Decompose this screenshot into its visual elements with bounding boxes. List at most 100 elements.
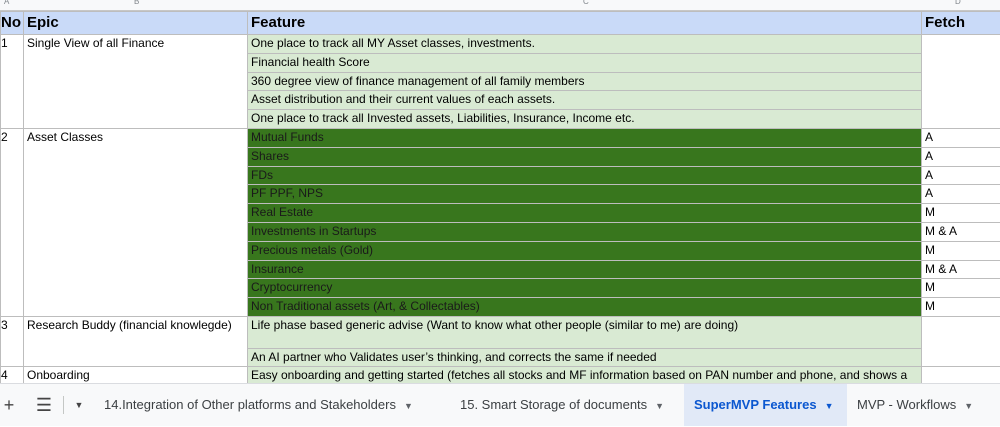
epic-cell[interactable] bbox=[24, 279, 248, 298]
chevron-down-icon[interactable]: ▼ bbox=[964, 401, 973, 411]
row-number-cell[interactable] bbox=[1, 241, 24, 260]
epic-cell[interactable] bbox=[24, 348, 248, 367]
epic-cell[interactable]: Onboarding bbox=[24, 367, 248, 383]
epic-cell[interactable] bbox=[24, 204, 248, 223]
feature-cell[interactable]: Non Traditional assets (Art, & Collectab… bbox=[248, 298, 922, 317]
fetch-cell[interactable] bbox=[922, 72, 1000, 91]
fetch-cell[interactable] bbox=[922, 367, 1000, 383]
feature-cell[interactable]: Mutual Funds bbox=[248, 128, 922, 147]
row-number-cell[interactable] bbox=[1, 147, 24, 166]
table-row: One place to track all Invested assets, … bbox=[1, 110, 1000, 129]
fetch-cell[interactable] bbox=[922, 348, 1000, 367]
epic-cell[interactable]: Single View of all Finance bbox=[24, 35, 248, 54]
fetch-cell[interactable]: M bbox=[922, 204, 1000, 223]
row-number-cell[interactable]: 4 bbox=[1, 367, 24, 383]
column-header-b[interactable]: B bbox=[134, 0, 139, 6]
row-number-cell[interactable]: 2 bbox=[1, 128, 24, 147]
row-number-cell[interactable] bbox=[1, 279, 24, 298]
epic-cell[interactable] bbox=[24, 298, 248, 317]
row-number-cell[interactable] bbox=[1, 53, 24, 72]
caret-down-icon[interactable]: ▼ bbox=[70, 384, 88, 426]
chevron-down-icon[interactable]: ▼ bbox=[655, 401, 664, 411]
column-header-d[interactable]: D bbox=[955, 0, 961, 6]
feature-cell[interactable]: Real Estate bbox=[248, 204, 922, 223]
tab-label: MVP - Workflows bbox=[857, 397, 956, 412]
epic-cell[interactable] bbox=[24, 166, 248, 185]
row-number-cell[interactable] bbox=[1, 91, 24, 110]
feature-cell[interactable]: Precious metals (Gold) bbox=[248, 241, 922, 260]
fetch-cell[interactable]: M bbox=[922, 298, 1000, 317]
epic-cell[interactable] bbox=[24, 91, 248, 110]
epic-cell[interactable] bbox=[24, 241, 248, 260]
row-number-cell[interactable]: 3 bbox=[1, 316, 24, 348]
row-number-cell[interactable] bbox=[1, 298, 24, 317]
tab-label: SuperMVP Features bbox=[694, 397, 817, 412]
column-header-c[interactable]: C bbox=[583, 0, 589, 6]
epic-cell[interactable] bbox=[24, 147, 248, 166]
header-feature-cell[interactable]: Feature bbox=[248, 12, 922, 35]
fetch-cell[interactable]: A bbox=[922, 185, 1000, 204]
epic-cell[interactable] bbox=[24, 110, 248, 129]
plus-icon[interactable]: + bbox=[0, 384, 18, 426]
epic-cell[interactable] bbox=[24, 72, 248, 91]
column-header-a[interactable]: A bbox=[4, 0, 9, 6]
epic-cell[interactable] bbox=[24, 222, 248, 241]
epic-cell[interactable] bbox=[24, 53, 248, 72]
tab-integration[interactable]: 14.Integration of Other platforms and St… bbox=[94, 384, 450, 426]
epic-cell[interactable]: Asset Classes bbox=[24, 128, 248, 147]
chevron-down-icon[interactable]: ▼ bbox=[825, 401, 834, 411]
feature-cell[interactable]: Life phase based generic advise (Want to… bbox=[248, 316, 922, 348]
row-number-cell[interactable] bbox=[1, 185, 24, 204]
feature-cell[interactable]: Asset distribution and their current val… bbox=[248, 91, 922, 110]
row-number-cell[interactable] bbox=[1, 348, 24, 367]
row-number-cell[interactable] bbox=[1, 260, 24, 279]
feature-cell[interactable]: An AI partner who Validates user’s think… bbox=[248, 348, 922, 367]
feature-cell[interactable]: Easy onboarding and getting started (fet… bbox=[248, 367, 922, 383]
fetch-cell[interactable] bbox=[922, 110, 1000, 129]
column-header-strip: A B C D bbox=[0, 0, 1000, 11]
header-no-cell[interactable]: No bbox=[1, 12, 24, 35]
row-number-cell[interactable] bbox=[1, 110, 24, 129]
feature-cell[interactable]: One place to track all Invested assets, … bbox=[248, 110, 922, 129]
row-number-cell[interactable] bbox=[1, 72, 24, 91]
feature-cell[interactable]: Investments in Startups bbox=[248, 222, 922, 241]
tab-label: 14.Integration of Other platforms and St… bbox=[104, 397, 396, 412]
feature-cell[interactable]: 360 degree view of finance management of… bbox=[248, 72, 922, 91]
chevron-down-icon[interactable]: ▼ bbox=[404, 401, 413, 411]
fetch-cell[interactable] bbox=[922, 53, 1000, 72]
epic-cell[interactable]: Research Buddy (financial knowlegde) bbox=[24, 316, 248, 348]
table-row: 360 degree view of finance management of… bbox=[1, 72, 1000, 91]
fetch-cell[interactable]: A bbox=[922, 147, 1000, 166]
row-number-cell[interactable] bbox=[1, 204, 24, 223]
header-epic-cell[interactable]: Epic bbox=[24, 12, 248, 35]
feature-cell[interactable]: One place to track all MY Asset classes,… bbox=[248, 35, 922, 54]
feature-cell[interactable]: Shares bbox=[248, 147, 922, 166]
feature-cell[interactable]: FDs bbox=[248, 166, 922, 185]
epic-cell[interactable] bbox=[24, 260, 248, 279]
row-number-cell[interactable]: 1 bbox=[1, 35, 24, 54]
epic-cell[interactable] bbox=[24, 185, 248, 204]
fetch-cell[interactable]: M bbox=[922, 241, 1000, 260]
fetch-cell[interactable]: A bbox=[922, 166, 1000, 185]
row-number-cell[interactable] bbox=[1, 166, 24, 185]
fetch-cell[interactable]: M & A bbox=[922, 222, 1000, 241]
list-icon[interactable]: ☰ bbox=[32, 384, 56, 426]
fetch-cell[interactable]: M & A bbox=[922, 260, 1000, 279]
header-fetch-cell[interactable]: Fetch bbox=[922, 12, 1000, 35]
row-number-cell[interactable] bbox=[1, 222, 24, 241]
feature-cell[interactable]: Insurance bbox=[248, 260, 922, 279]
feature-cell[interactable]: Financial health Score bbox=[248, 53, 922, 72]
fetch-cell[interactable] bbox=[922, 35, 1000, 54]
feature-cell[interactable]: PF PPF, NPS bbox=[248, 185, 922, 204]
tab-supermvp-features[interactable]: SuperMVP Features ▼ bbox=[684, 384, 847, 426]
feature-cell[interactable]: Cryptocurrency bbox=[248, 279, 922, 298]
tab-smart-storage[interactable]: 15. Smart Storage of documents▼ bbox=[450, 384, 683, 426]
fetch-cell[interactable]: A bbox=[922, 128, 1000, 147]
tab-mvp-workflows[interactable]: MVP - Workflows ▼ bbox=[847, 384, 1000, 426]
fetch-cell[interactable] bbox=[922, 316, 1000, 348]
fetch-cell[interactable] bbox=[922, 91, 1000, 110]
fetch-cell[interactable]: M bbox=[922, 279, 1000, 298]
